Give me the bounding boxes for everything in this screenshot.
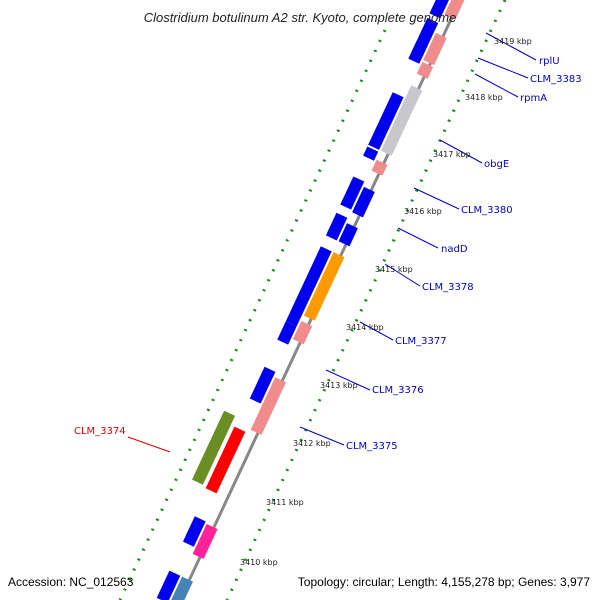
map-title: Clostridium botulinum A2 str. Kyoto, com… bbox=[144, 10, 457, 25]
gene-block[interactable] bbox=[423, 32, 447, 66]
tick-label-3415: 3415 kbp bbox=[375, 265, 413, 274]
gene-block[interactable] bbox=[444, 0, 472, 20]
gene-block[interactable] bbox=[340, 176, 365, 210]
tick-label-3414: 3414 kbp bbox=[346, 323, 384, 332]
gene-block[interactable] bbox=[250, 377, 287, 435]
label-connector-line bbox=[413, 187, 460, 210]
gene-block[interactable] bbox=[303, 252, 345, 321]
tick-label-3419: 3419 kbp bbox=[494, 37, 532, 46]
gene-block[interactable] bbox=[429, 0, 459, 19]
tick-label-3410: 3410 kbp bbox=[240, 558, 278, 567]
gene-label-CLM_3383[interactable]: CLM_3383 bbox=[530, 74, 582, 85]
label-connector-line bbox=[299, 426, 345, 446]
tick-label-3418: 3418 kbp bbox=[465, 93, 503, 102]
gene-block[interactable] bbox=[169, 576, 193, 600]
gene-label-CLM_3374[interactable]: CLM_3374 bbox=[74, 426, 126, 437]
label-connector-line bbox=[397, 227, 439, 249]
inner-tick-dots bbox=[225, 0, 507, 600]
gene-block[interactable] bbox=[156, 570, 181, 600]
gene-block[interactable] bbox=[408, 40, 428, 64]
outer-tick-dots bbox=[118, 29, 387, 600]
gene-block[interactable] bbox=[285, 246, 332, 327]
gene-features bbox=[156, 0, 472, 600]
gene-block[interactable] bbox=[192, 410, 236, 485]
label-connectors bbox=[127, 32, 537, 453]
accession-text: Accession: NC_012563 bbox=[8, 575, 134, 589]
gene-block[interactable] bbox=[338, 223, 358, 247]
gene-block[interactable] bbox=[205, 426, 246, 494]
label-connector-line bbox=[325, 369, 371, 391]
tick-label-3417: 3417 kbp bbox=[433, 150, 471, 159]
gene-block[interactable] bbox=[363, 146, 379, 161]
label-connector-line bbox=[477, 57, 529, 79]
gene-block[interactable] bbox=[325, 212, 348, 241]
gene-label-CLM_3376[interactable]: CLM_3376 bbox=[372, 385, 424, 396]
gene-block[interactable] bbox=[277, 321, 297, 345]
gene-label-obgE[interactable]: obgE bbox=[484, 159, 509, 170]
tick-label-3412: 3412 kbp bbox=[293, 439, 331, 448]
label-connector-line bbox=[474, 73, 519, 98]
gene-label-rpmA[interactable]: rpmA bbox=[520, 93, 547, 104]
gene-label-CLM_3375[interactable]: CLM_3375 bbox=[346, 441, 398, 452]
gene-block[interactable] bbox=[380, 85, 423, 156]
gene-label-CLM_3380[interactable]: CLM_3380 bbox=[461, 205, 513, 216]
label-connector-line bbox=[127, 436, 171, 453]
gene-label-CLM_3377[interactable]: CLM_3377 bbox=[395, 336, 447, 347]
gene-label-CLM_3378[interactable]: CLM_3378 bbox=[422, 282, 474, 293]
gene-block[interactable] bbox=[249, 366, 276, 404]
gene-block[interactable] bbox=[416, 61, 434, 79]
gene-block[interactable] bbox=[292, 321, 313, 345]
gene-block[interactable] bbox=[368, 92, 404, 150]
gene-block[interactable] bbox=[352, 186, 375, 218]
gene-block[interactable] bbox=[182, 516, 206, 547]
label-connector-line bbox=[384, 263, 421, 287]
gene-block[interactable] bbox=[192, 524, 218, 559]
label-connector-line bbox=[485, 32, 537, 61]
topology-text: Topology: circular; Length: 4,155,278 bp… bbox=[298, 575, 591, 589]
gene-block[interactable] bbox=[371, 159, 388, 176]
gene-label-rplU[interactable]: rplU bbox=[539, 56, 560, 67]
label-connector-line bbox=[439, 139, 483, 164]
tick-label-3416: 3416 kbp bbox=[404, 207, 442, 216]
label-connector-line bbox=[359, 321, 394, 341]
gene-label-nadD[interactable]: nadD bbox=[441, 244, 468, 255]
tick-label-3413: 3413 kbp bbox=[320, 381, 358, 390]
tick-label-3411: 3411 kbp bbox=[266, 498, 304, 507]
